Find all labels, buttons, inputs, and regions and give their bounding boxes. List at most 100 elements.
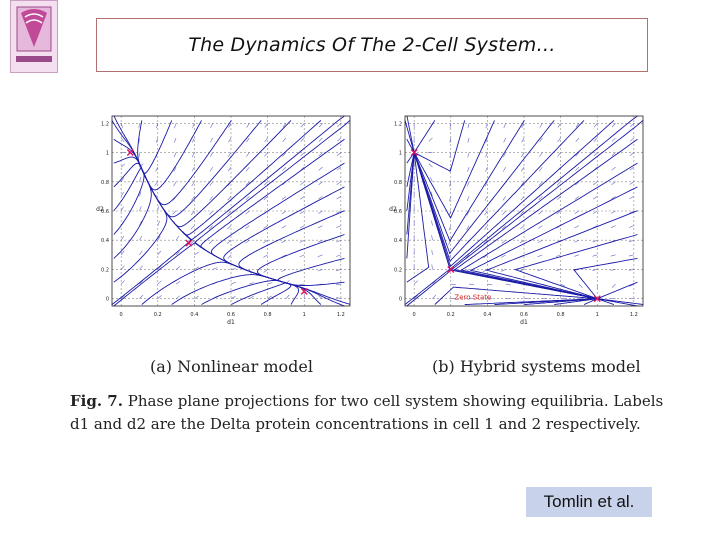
vector-arrow <box>191 196 195 201</box>
vector-arrow <box>336 166 342 171</box>
vector-arrow <box>336 225 341 229</box>
vector-arrow <box>299 225 305 229</box>
vector-arrow <box>155 167 159 172</box>
vector-arrow <box>432 294 437 299</box>
vector-arrow <box>139 294 144 299</box>
vector-arrow <box>538 181 543 186</box>
vector-arrow <box>449 196 452 202</box>
vector-arrow <box>173 152 177 158</box>
vector-arrow <box>175 280 181 285</box>
vector-arrow <box>503 152 506 158</box>
vector-arrow <box>629 196 634 200</box>
vector-arrow <box>139 250 143 256</box>
figure-label: Fig. 7. <box>70 392 123 410</box>
vector-arrow <box>503 123 506 129</box>
trajectory-line <box>485 210 638 300</box>
vector-arrow <box>592 225 598 229</box>
vector-arrow <box>157 206 159 212</box>
vector-arrow <box>245 181 250 186</box>
phase-plot-nonlinear: 0 0.2 0.4 0.6 0.8 1 1.2 0 0.2 0.4 0.6 0.8 1 1.2 d1 d2 <box>96 115 351 326</box>
vector-arrow <box>629 166 635 171</box>
trajectory-line <box>201 279 284 305</box>
vector-arrow <box>281 269 287 272</box>
vector-arrow <box>173 137 177 143</box>
vector-arrow <box>574 225 580 229</box>
y-tick-label: 0.2 <box>394 267 402 273</box>
vector-arrow <box>263 254 268 258</box>
vector-arrow <box>192 123 195 129</box>
vector-arrow <box>155 137 159 143</box>
vector-arrow <box>173 181 177 187</box>
vector-arrow <box>139 280 144 285</box>
vector-arrow <box>246 137 250 143</box>
vector-arrow <box>228 123 232 128</box>
vector-arrow <box>208 240 213 244</box>
credit-text: Tomlin et al. <box>543 492 635 511</box>
vector-arrow <box>300 152 305 157</box>
vector-arrow <box>485 167 488 172</box>
vector-arrow <box>192 137 195 143</box>
trajectory-line <box>181 115 345 241</box>
vector-arrow <box>245 166 250 172</box>
vector-arrow <box>501 225 506 230</box>
slide-title: The Dynamics Of The 2-Cell System… <box>188 34 556 56</box>
x-tick-label: 0.8 <box>264 312 272 318</box>
vector-arrow <box>611 123 616 128</box>
vector-arrow <box>430 191 433 197</box>
vector-arrow <box>120 294 125 299</box>
vector-arrow <box>502 210 506 216</box>
vector-arrow <box>336 196 342 200</box>
vector-arrow <box>120 163 126 168</box>
vector-arrow <box>210 137 213 143</box>
vector-arrow <box>431 249 433 255</box>
plot-frame <box>404 115 644 307</box>
vector-arrow <box>157 235 161 241</box>
vector-arrow <box>157 220 160 226</box>
slide-title-box: The Dynamics Of The 2-Cell System… <box>96 18 648 72</box>
vector-arrow <box>574 181 580 186</box>
vector-arrow <box>173 167 177 172</box>
vector-arrow <box>628 254 634 257</box>
vector-arrow <box>120 206 124 212</box>
vector-arrow <box>336 137 342 142</box>
vector-arrow <box>226 240 232 244</box>
vector-arrow <box>483 254 488 259</box>
vector-arrow <box>264 137 268 143</box>
vector-arrow <box>263 269 268 273</box>
vector-arrow <box>560 283 566 287</box>
vector-arrow <box>317 254 323 257</box>
vector-arrow <box>521 123 525 128</box>
trajectory-line <box>113 168 145 235</box>
vector-arrow <box>281 196 287 200</box>
vector-arrow <box>190 210 195 216</box>
vector-arrow <box>519 239 525 244</box>
vector-arrow <box>317 225 323 229</box>
trajectory-line <box>277 257 345 283</box>
vector-arrow <box>194 251 199 256</box>
vector-arrow <box>467 167 470 172</box>
vector-arrow <box>299 210 305 214</box>
vector-arrow <box>520 166 525 172</box>
equilibrium-point <box>447 265 455 273</box>
trajectory-line <box>413 115 638 270</box>
vector-arrow <box>300 196 305 200</box>
vector-arrow <box>139 235 143 241</box>
trajectory-line <box>283 281 345 307</box>
vector-arrow <box>448 240 452 245</box>
vector-arrow <box>156 123 159 129</box>
vector-arrow <box>537 269 543 272</box>
vector-arrow <box>228 137 232 143</box>
vector-arrow <box>557 123 561 128</box>
vector-arrow <box>120 235 125 241</box>
equilibrium-point <box>593 295 601 303</box>
vector-arrow <box>487 283 493 286</box>
vector-arrow <box>263 196 268 200</box>
vector-arrow <box>575 123 580 128</box>
vector-arrow <box>246 123 250 128</box>
vector-arrow <box>194 266 199 270</box>
trajectory-line <box>231 281 286 305</box>
figure-caption-text: Phase plane projections for two cell sys… <box>70 392 664 433</box>
trajectory-line <box>573 257 638 300</box>
trajectory-line <box>113 162 143 188</box>
vector-arrow <box>300 181 305 186</box>
